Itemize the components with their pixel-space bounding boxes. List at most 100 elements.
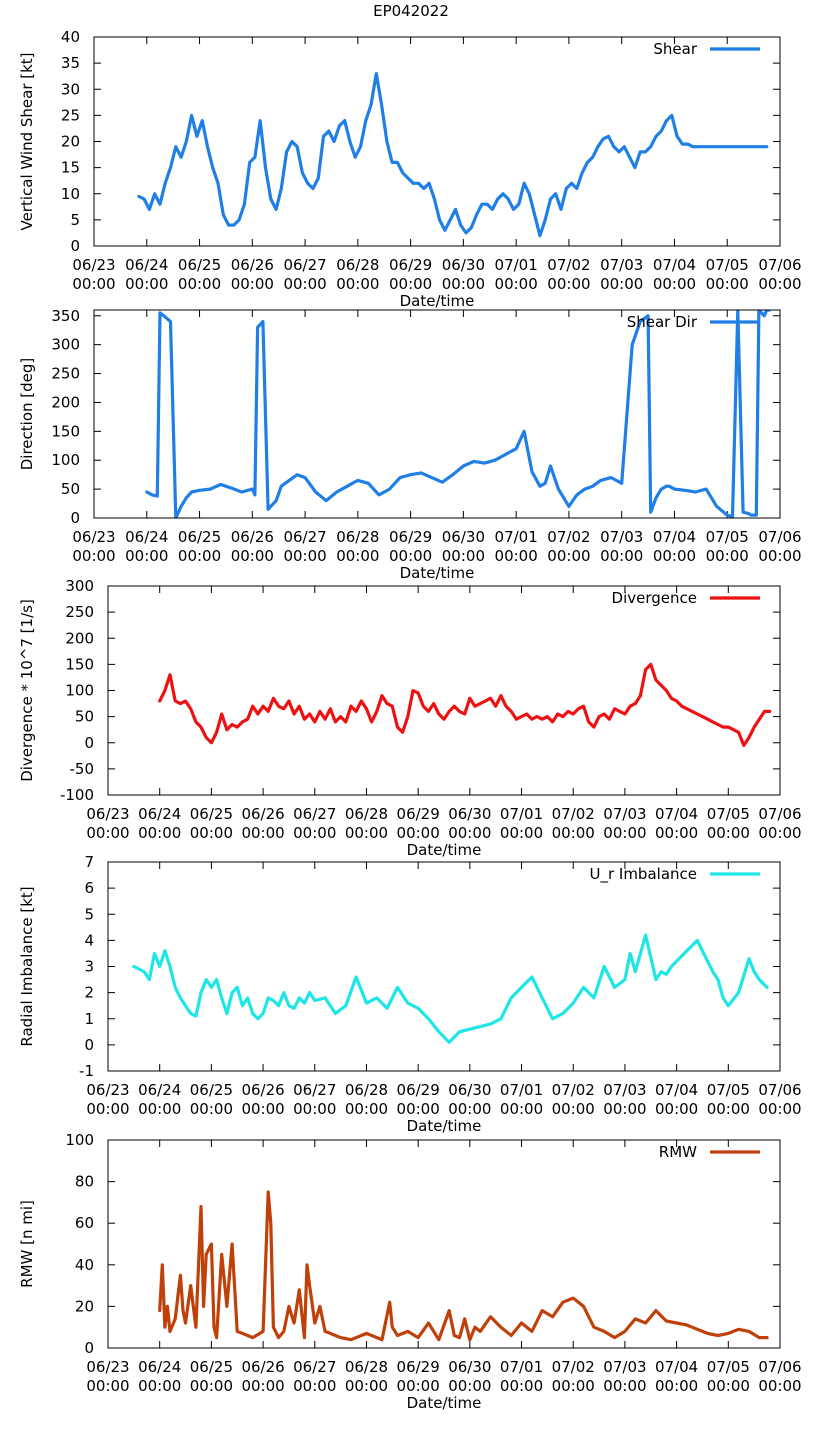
- x-tick-date-label: 06/26: [241, 805, 284, 823]
- x-tick-date-label: 06/30: [448, 805, 491, 823]
- x-tick-date-label: 06/26: [241, 1081, 284, 1099]
- x-tick-date-label: 06/23: [86, 1358, 129, 1376]
- x-tick-time-label: 00:00: [241, 1100, 284, 1118]
- plot-frame: [107, 585, 781, 796]
- x-tick-date-label: 06/27: [293, 805, 336, 823]
- x-tick-time-label: 00:00: [345, 1377, 388, 1395]
- x-tick-time-label: 00:00: [336, 547, 379, 565]
- plot-frame: [93, 309, 781, 519]
- x-tick-date-label: 07/06: [758, 256, 801, 274]
- y-axis-label: Divergence * 10^7 [1/s]: [18, 599, 36, 782]
- x-tick-date-label: 06/25: [190, 1081, 233, 1099]
- series-line-ur-imbalance: [132, 933, 769, 1044]
- y-tick-label: 4: [84, 931, 94, 949]
- x-axis-label: Date/time: [407, 841, 482, 859]
- y-tick-label: 0: [84, 1036, 94, 1054]
- x-tick-date-label: 06/27: [283, 256, 326, 274]
- x-tick-time-label: 00:00: [293, 1100, 336, 1118]
- y-tick-label: 1: [84, 1010, 94, 1028]
- x-tick-time-label: 00:00: [389, 547, 432, 565]
- y-tick-label: -100: [60, 786, 94, 804]
- x-tick-time-label: 00:00: [241, 1377, 284, 1395]
- x-tick-time-label: 00:00: [138, 824, 181, 842]
- x-axis-label: Date/time: [400, 564, 475, 582]
- legend-label: Shear: [653, 40, 697, 58]
- x-tick-date-label: 06/26: [241, 1358, 284, 1376]
- x-tick-date-label: 06/23: [72, 256, 115, 274]
- x-tick-date-label: 07/03: [600, 256, 643, 274]
- y-tick-label: 100: [51, 451, 80, 469]
- legend-label: Shear Dir: [627, 313, 698, 331]
- x-tick-time-label: 00:00: [397, 1377, 440, 1395]
- x-tick-time-label: 00:00: [495, 547, 538, 565]
- legend-shear-dir: Shear Dir: [627, 313, 760, 331]
- x-tick-time-label: 00:00: [758, 1377, 801, 1395]
- x-axis-label: Date/time: [407, 1394, 482, 1412]
- figure-title: EP042022: [373, 2, 449, 20]
- x-tick-time-label: 00:00: [283, 275, 326, 293]
- x-tick-date-label: 07/04: [655, 1081, 698, 1099]
- x-tick-date-label: 07/02: [547, 528, 590, 546]
- y-tick-label: 2: [84, 984, 94, 1002]
- x-tick-date-label: 06/30: [442, 256, 485, 274]
- y-tick-label: 100: [65, 682, 94, 700]
- x-tick-time-label: 00:00: [178, 275, 221, 293]
- x-tick-date-label: 07/05: [706, 256, 749, 274]
- x-tick-time-label: 00:00: [706, 547, 749, 565]
- x-tick-date-label: 06/23: [86, 1081, 129, 1099]
- chart-shear: 051015202530354006/2300:0006/2400:0006/2…: [18, 28, 802, 310]
- x-tick-time-label: 00:00: [448, 1100, 491, 1118]
- y-tick-label: 50: [61, 480, 80, 498]
- x-tick-time-label: 00:00: [72, 275, 115, 293]
- x-tick-date-label: 06/24: [125, 256, 168, 274]
- x-tick-date-label: 07/04: [655, 1358, 698, 1376]
- x-tick-time-label: 00:00: [600, 275, 643, 293]
- x-tick-time-label: 00:00: [442, 547, 485, 565]
- y-tick-label: 60: [75, 1214, 94, 1232]
- x-tick-time-label: 00:00: [758, 547, 801, 565]
- x-tick-date-label: 07/01: [500, 805, 543, 823]
- x-tick-time-label: 00:00: [86, 1100, 129, 1118]
- x-tick-time-label: 00:00: [552, 824, 595, 842]
- x-tick-date-label: 06/28: [336, 256, 379, 274]
- y-tick-label: 350: [51, 307, 80, 325]
- x-tick-date-label: 07/05: [706, 528, 749, 546]
- x-tick-time-label: 00:00: [283, 547, 326, 565]
- x-tick-time-label: 00:00: [500, 1377, 543, 1395]
- chart-rmw: 02040608010006/2300:0006/2400:0006/2500:…: [18, 1131, 802, 1412]
- legend-rmw: RMW: [659, 1143, 760, 1161]
- x-tick-time-label: 00:00: [653, 275, 696, 293]
- x-tick-time-label: 00:00: [603, 824, 646, 842]
- x-tick-time-label: 00:00: [653, 547, 696, 565]
- x-tick-time-label: 00:00: [190, 1100, 233, 1118]
- y-tick-label: 250: [65, 603, 94, 621]
- y-tick-label: 300: [51, 336, 80, 354]
- legend-label: Divergence: [612, 589, 697, 607]
- x-tick-time-label: 00:00: [655, 1100, 698, 1118]
- x-tick-date-label: 06/27: [293, 1081, 336, 1099]
- y-tick-label: 100: [65, 1131, 94, 1149]
- x-tick-time-label: 00:00: [293, 824, 336, 842]
- y-tick-label: 20: [75, 1297, 94, 1315]
- x-tick-date-label: 07/05: [707, 1081, 750, 1099]
- y-tick-label: 250: [51, 365, 80, 383]
- x-tick-date-label: 07/02: [552, 1358, 595, 1376]
- x-tick-date-label: 07/05: [707, 1358, 750, 1376]
- y-axis-label: Radial Imbalance [kt]: [18, 886, 36, 1046]
- x-tick-time-label: 00:00: [758, 824, 801, 842]
- legend-divergence: Divergence: [612, 589, 760, 607]
- y-tick-label: 5: [70, 211, 80, 229]
- x-tick-time-label: 00:00: [600, 547, 643, 565]
- x-axis-label: Date/time: [400, 292, 475, 310]
- x-tick-time-label: 00:00: [345, 1100, 388, 1118]
- y-tick-label: 40: [75, 1256, 94, 1274]
- x-tick-date-label: 06/29: [397, 1358, 440, 1376]
- x-tick-date-label: 06/24: [138, 805, 181, 823]
- x-tick-date-label: 07/03: [603, 1081, 646, 1099]
- x-tick-date-label: 06/27: [283, 528, 326, 546]
- y-tick-label: 200: [51, 393, 80, 411]
- x-tick-date-label: 06/24: [138, 1081, 181, 1099]
- x-axis-label: Date/time: [407, 1117, 482, 1135]
- y-tick-label: 5: [84, 905, 94, 923]
- y-tick-label: 300: [65, 577, 94, 595]
